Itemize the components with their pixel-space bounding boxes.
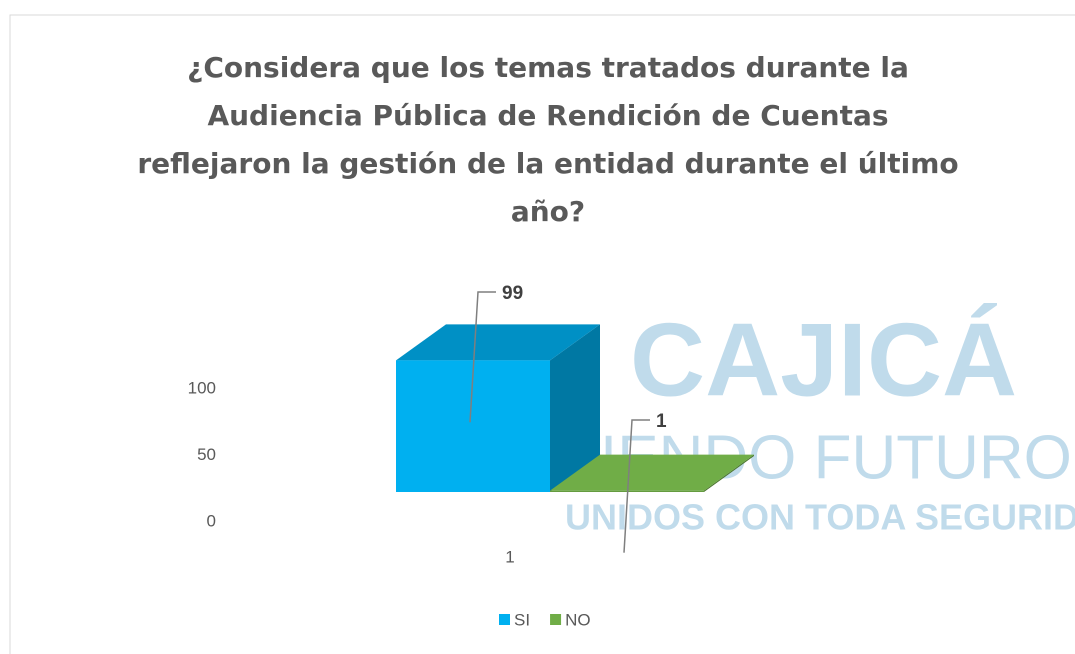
watermark-text: CAJICÁ bbox=[630, 302, 1017, 418]
data-label: 99 bbox=[502, 283, 523, 304]
chart-page: CAJICÁ IENDO FUTURO UNIDOS CON TODA SEGU… bbox=[0, 0, 1075, 654]
x-tick-label: 1 bbox=[505, 547, 514, 566]
chart-title: ¿Considera que los temas tratados durant… bbox=[128, 44, 968, 236]
legend-label: NO bbox=[565, 610, 591, 629]
legend-swatch bbox=[550, 614, 561, 625]
y-tick-label: 0 bbox=[207, 511, 216, 530]
y-tick-label: 100 bbox=[188, 378, 216, 397]
watermark-text: UNIDOS CON TODA SEGURIDAD bbox=[565, 497, 1075, 538]
legend-swatch bbox=[499, 614, 510, 625]
data-label: 1 bbox=[656, 411, 667, 432]
y-tick-label: 50 bbox=[197, 445, 216, 464]
legend-label: SI bbox=[514, 610, 530, 629]
